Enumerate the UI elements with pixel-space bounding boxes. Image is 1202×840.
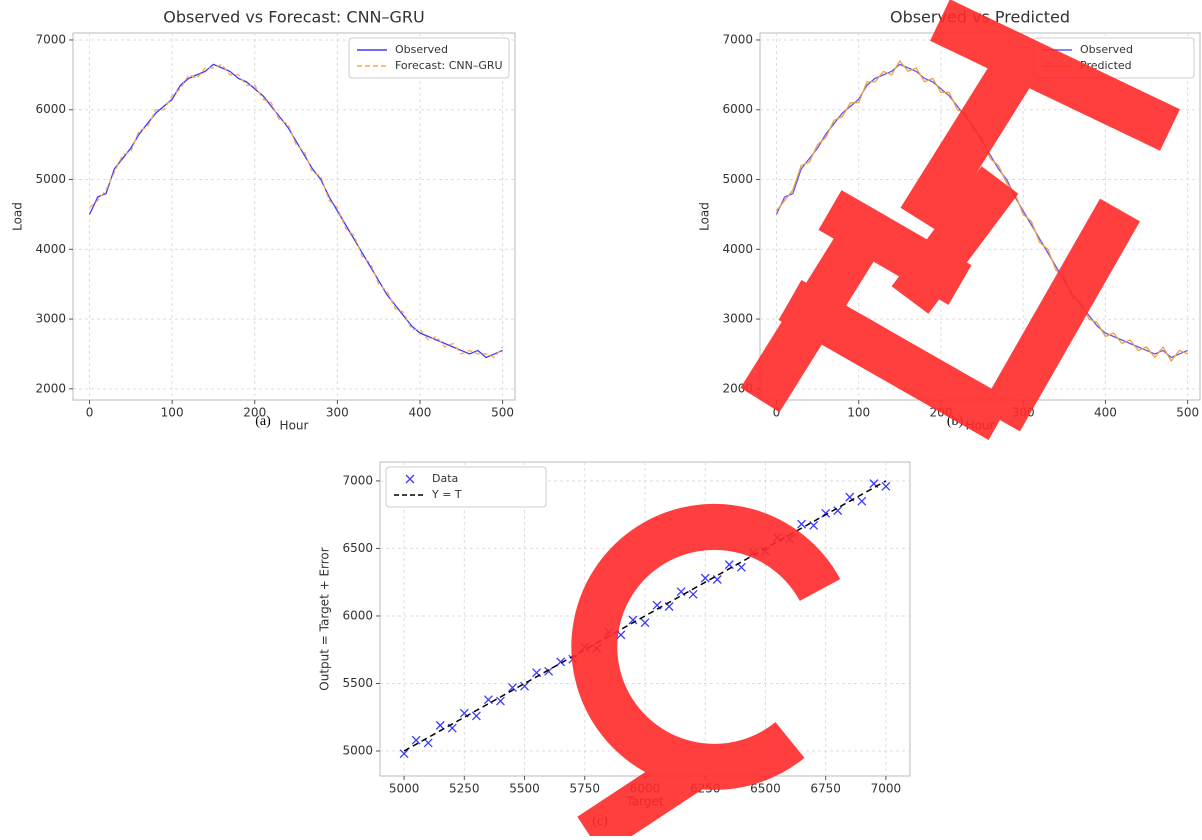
x-tick-label: 400	[1094, 406, 1117, 420]
x-tick-label: 6750	[810, 782, 841, 796]
x-tick-label: 300	[326, 406, 349, 420]
legend-label: Forecast: CNN–GRU	[395, 59, 503, 72]
y-tick-label: 4000	[35, 242, 66, 256]
legend: Data Y = T	[386, 467, 546, 507]
y-axis-label: Load	[11, 202, 25, 231]
chart-title: Observed vs Predicted	[890, 8, 1070, 27]
y-tick-label: 6000	[35, 102, 66, 116]
caption: (c)	[592, 814, 608, 829]
caption: (b)	[947, 414, 964, 429]
x-tick-label: 500	[491, 406, 514, 420]
y-axis-label: Load	[698, 202, 712, 231]
x-tick-label: 100	[161, 406, 184, 420]
legend-label: Observed	[395, 43, 448, 56]
legend: Observed Forecast: CNN–GRU	[349, 38, 509, 78]
x-tick-label: 100	[847, 406, 870, 420]
y-tick-label: 5000	[35, 172, 66, 186]
x-tick-label: 0	[86, 406, 94, 420]
x-tick-label: 6250	[690, 782, 721, 796]
x-tick-label: 6500	[750, 782, 781, 796]
x-tick-label: 5250	[449, 782, 480, 796]
y-tick-label: 6000	[342, 608, 373, 622]
x-tick-label: 400	[409, 406, 432, 420]
y-tick-label: 7000	[722, 32, 753, 46]
x-axis-label: Hour	[280, 419, 309, 433]
y-tick-label: 5000	[722, 172, 753, 186]
chart-title: Observed vs Forecast: CNN–GRU	[163, 8, 424, 27]
figure: 2000300040005000600070000100200300400500…	[0, 0, 1202, 836]
y-axis-label: Output = Target + Error	[318, 547, 332, 690]
y-tick-label: 4000	[722, 242, 753, 256]
y-tick-label: 5500	[342, 676, 373, 690]
legend-label: Y = T	[431, 488, 462, 501]
y-tick-label: 6500	[342, 541, 373, 555]
legend-label: Observed	[1080, 43, 1133, 56]
legend-label: Data	[432, 472, 458, 485]
x-tick-label: 6000	[630, 782, 661, 796]
legend-box	[386, 467, 546, 507]
x-tick-label: 5500	[509, 782, 540, 796]
x-tick-label: 500	[1176, 406, 1199, 420]
legend: Observed Predicted	[1034, 38, 1194, 78]
x-axis-label: Target	[625, 795, 663, 809]
y-tick-label: 7000	[35, 32, 66, 46]
caption: (a)	[255, 414, 271, 429]
y-tick-label: 2000	[722, 381, 753, 395]
x-tick-label: 5000	[389, 782, 420, 796]
y-tick-label: 6000	[722, 102, 753, 116]
page: {"chart_data": [ {"type": "line", "title…	[0, 0, 1202, 836]
x-tick-label: 300	[1012, 406, 1035, 420]
legend-label: Predicted	[1080, 59, 1132, 72]
x-axis-label: Hour	[966, 419, 995, 433]
x-tick-label: 5750	[569, 782, 600, 796]
y-tick-label: 2000	[35, 381, 66, 395]
x-tick-label: 7000	[871, 782, 902, 796]
y-tick-label: 5000	[342, 744, 373, 758]
y-tick-label: 3000	[35, 312, 66, 326]
y-tick-label: 7000	[342, 473, 373, 487]
y-tick-label: 3000	[722, 312, 753, 326]
x-tick-label: 0	[773, 406, 781, 420]
